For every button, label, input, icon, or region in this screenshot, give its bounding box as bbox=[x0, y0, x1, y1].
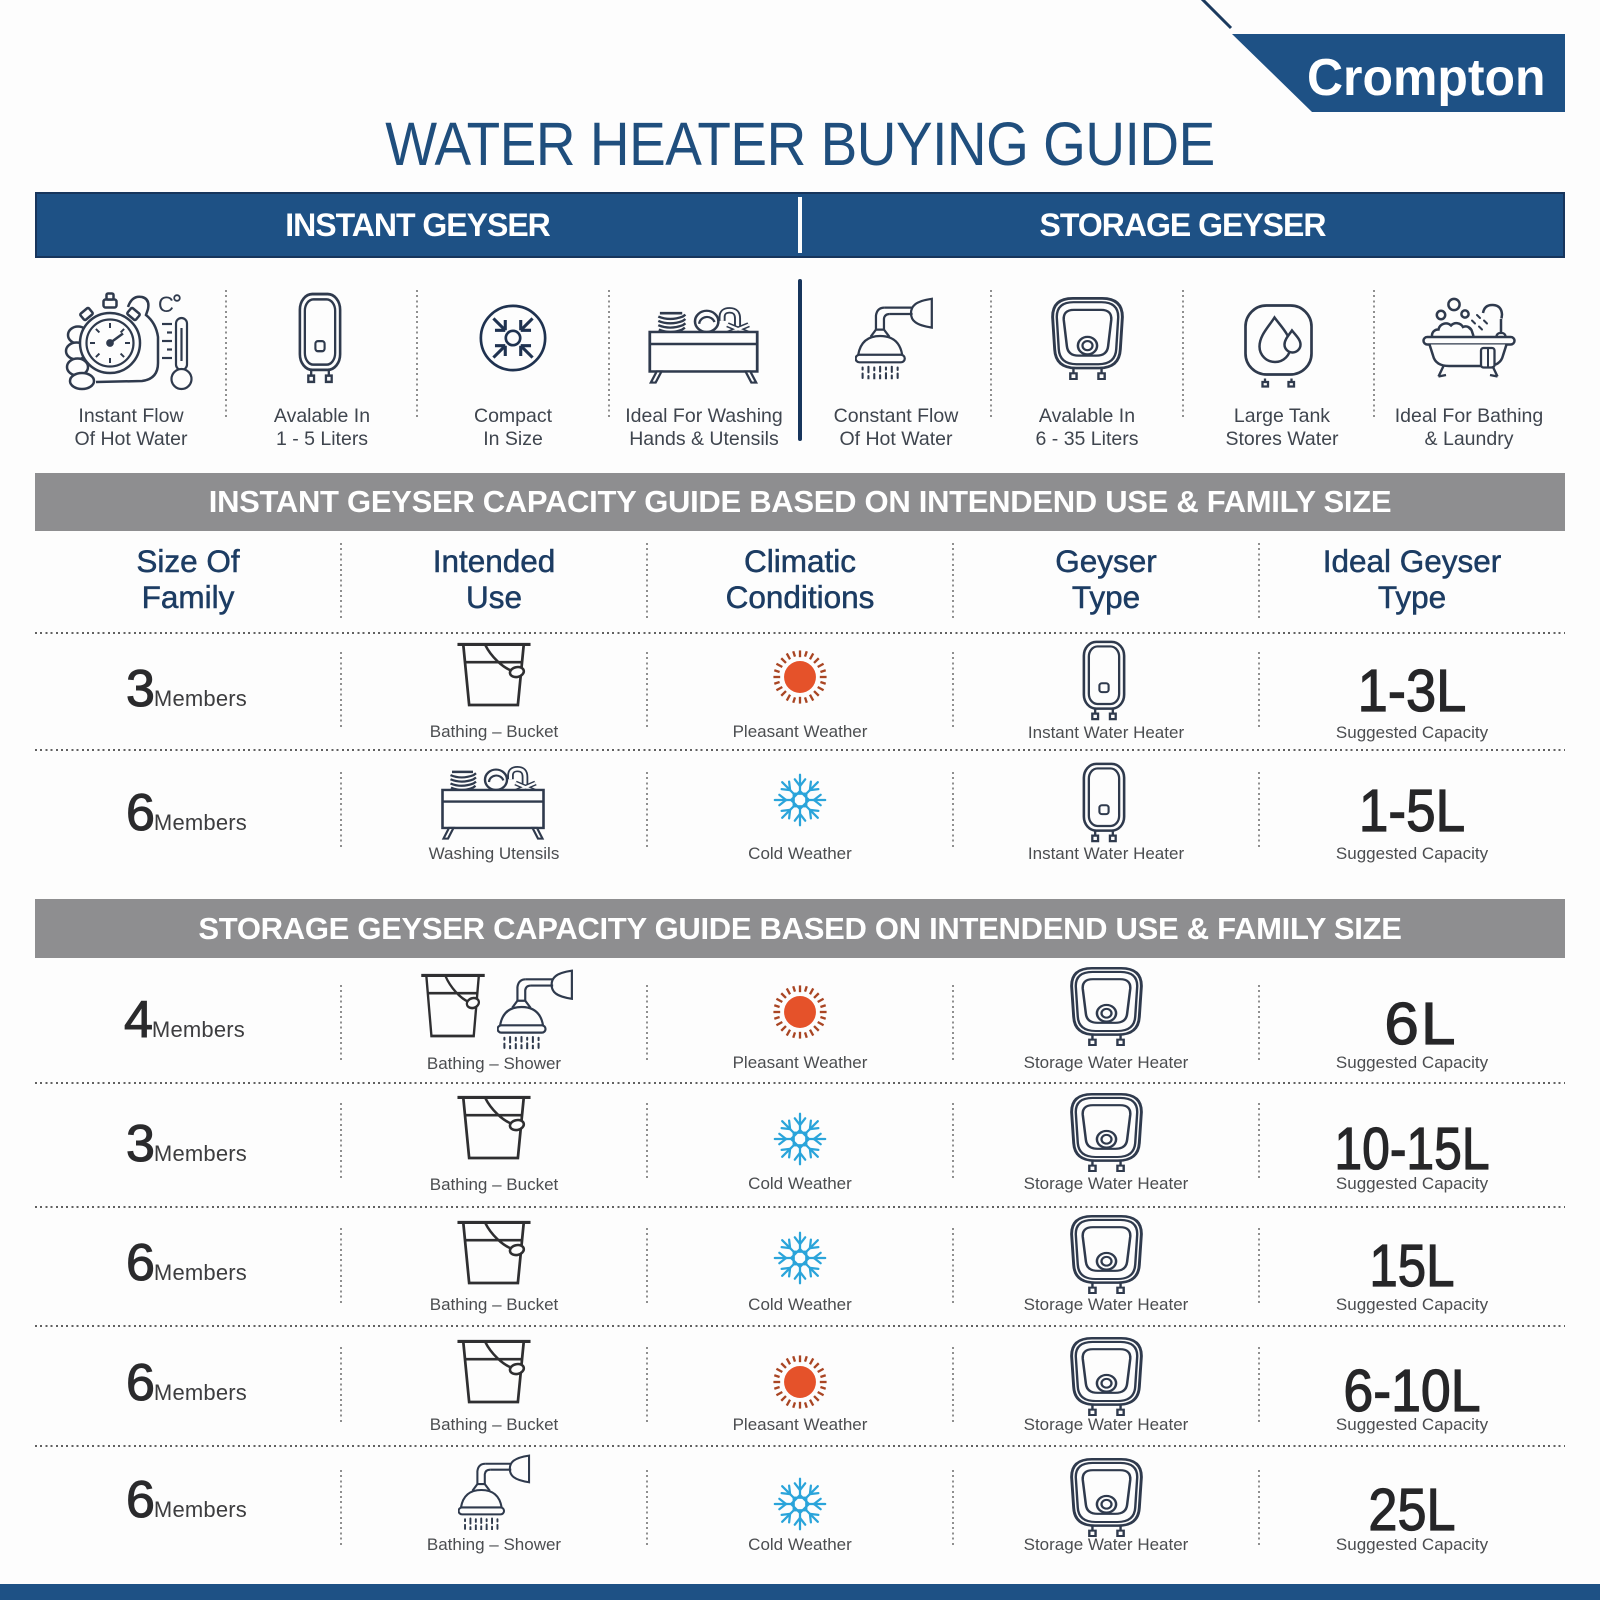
svg-text:Crompton: Crompton bbox=[1307, 48, 1545, 106]
svg-text:C: C bbox=[158, 292, 174, 317]
